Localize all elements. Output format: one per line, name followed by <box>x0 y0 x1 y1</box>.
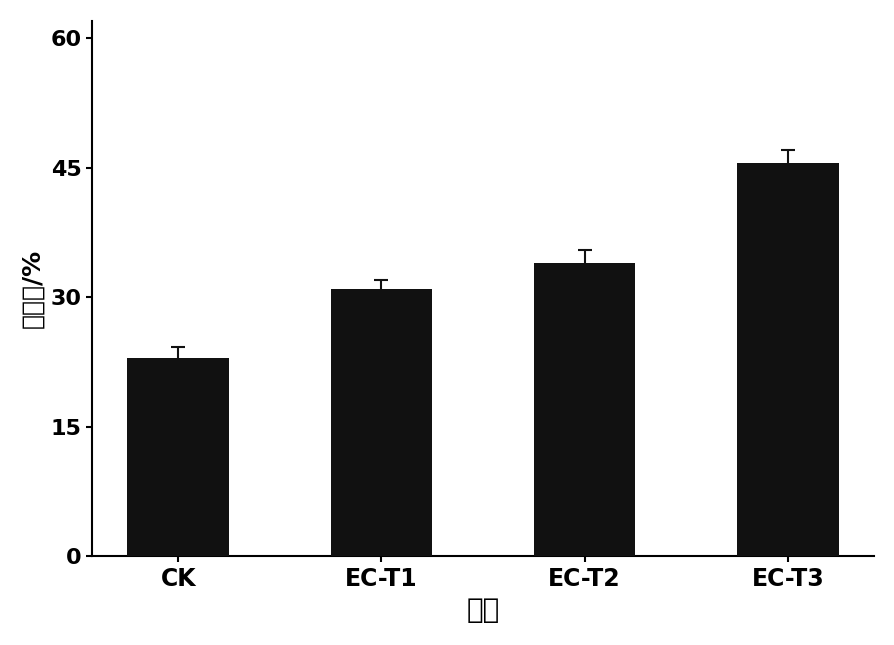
Bar <box>533 263 635 556</box>
Bar <box>330 288 432 556</box>
Bar <box>736 163 838 556</box>
Bar <box>127 357 229 556</box>
X-axis label: 处理: 处理 <box>466 596 499 624</box>
Y-axis label: 返青率/%: 返青率/% <box>21 249 45 328</box>
